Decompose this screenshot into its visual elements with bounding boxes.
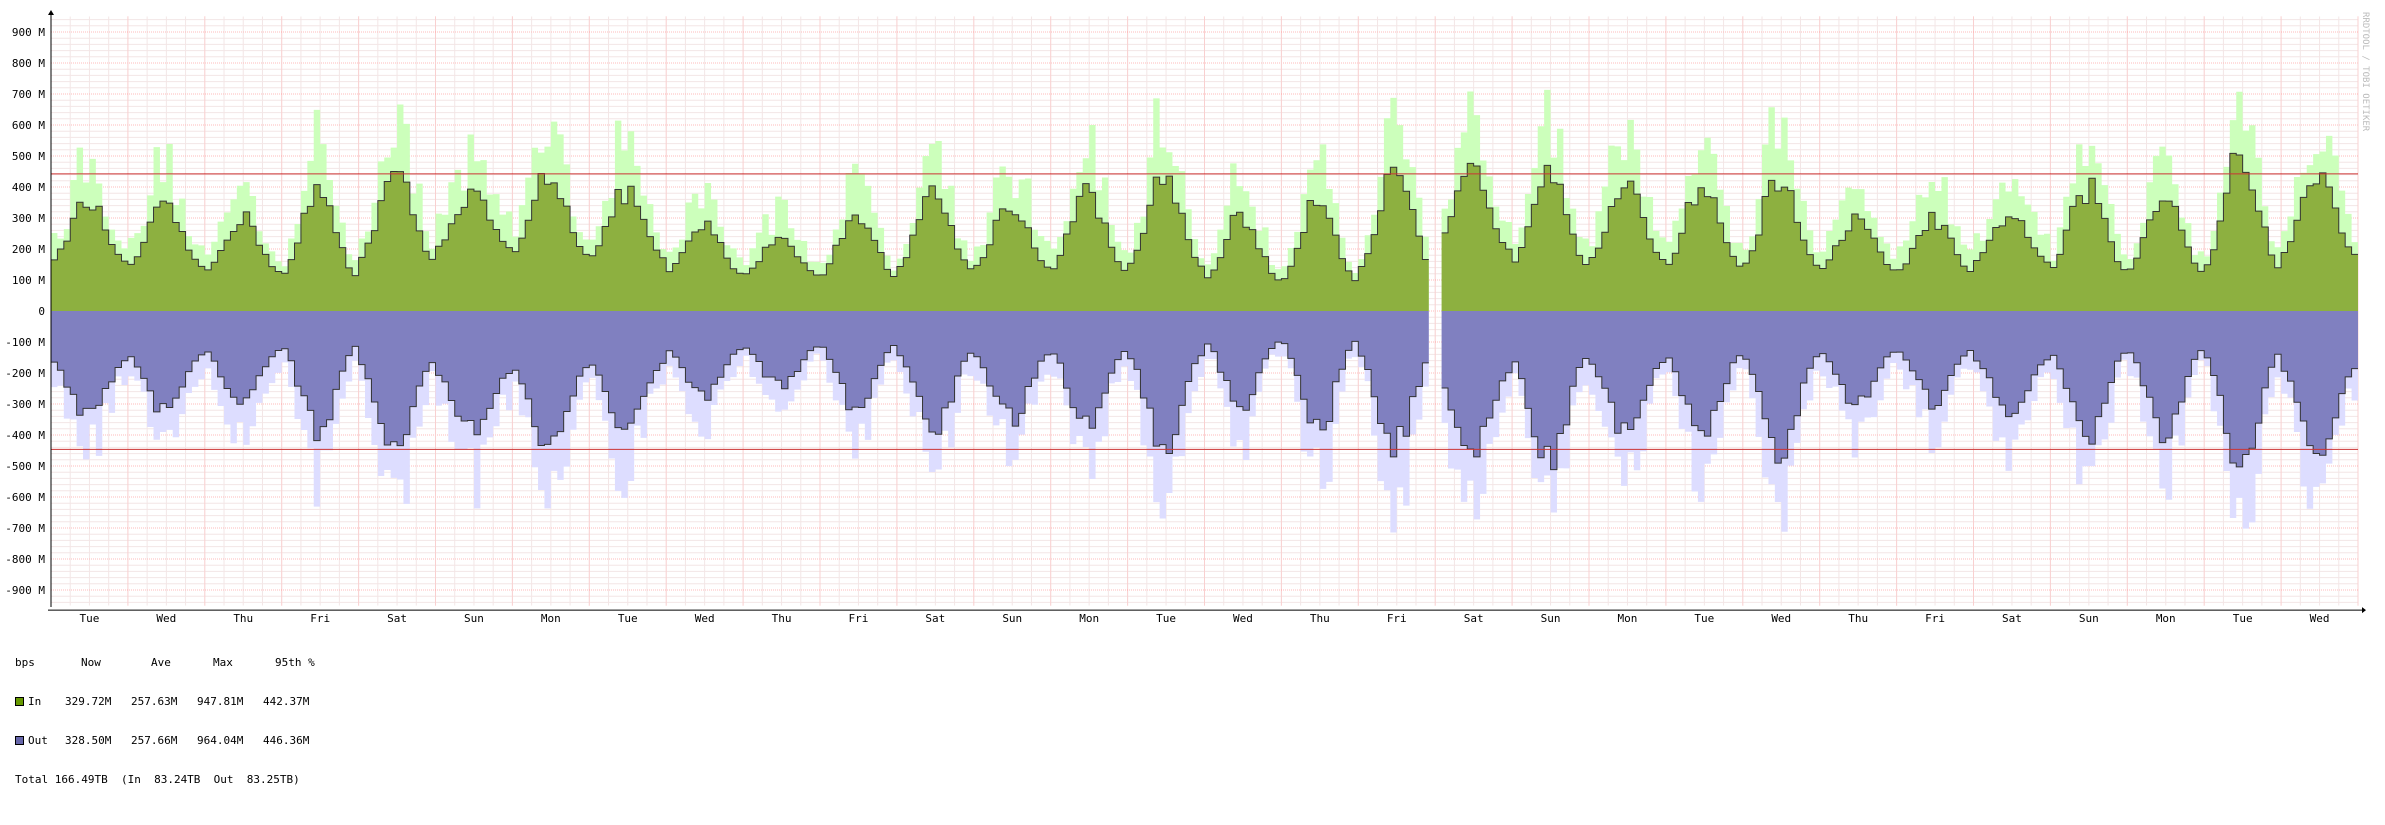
legend-row-in: In 329.72M 257.63M 947.81M 442.37M xyxy=(15,695,309,708)
x-tick-label: Mon xyxy=(1079,612,1099,625)
y-tick-label: 700 M xyxy=(12,88,45,101)
legend-out-p95: 446.36M xyxy=(263,734,310,747)
y-tick-label: -100 M xyxy=(5,336,45,349)
in-average-area xyxy=(51,167,1429,311)
legend-out-max: 964.04M xyxy=(197,734,244,747)
out-max-area xyxy=(1441,311,2358,532)
x-tick-label: Sun xyxy=(464,612,484,625)
x-tick-label: Mon xyxy=(1618,612,1638,625)
legend-unit: bps xyxy=(15,656,35,669)
legend-p95-header: 95th % xyxy=(275,656,315,669)
legend-in-label: In xyxy=(28,695,42,708)
x-tick-label: Sat xyxy=(387,612,407,625)
x-tick-label: Fri xyxy=(849,612,869,625)
x-tick-label: Tue xyxy=(2233,612,2253,625)
x-tick-label: Wed xyxy=(1771,612,1791,625)
x-tick-label: Wed xyxy=(1233,612,1253,625)
chart-axes xyxy=(48,9,2366,614)
y-tick-label: 100 M xyxy=(12,274,45,287)
in-max-area xyxy=(1441,89,2358,311)
legend-out-label: Out xyxy=(28,734,48,747)
y-tick-label: 300 M xyxy=(12,212,45,225)
x-tick-label: Wed xyxy=(2310,612,2330,625)
x-tick-label: Sun xyxy=(1002,612,1022,625)
x-tick-label: Mon xyxy=(2156,612,2176,625)
percentile-95-lines xyxy=(51,173,2358,450)
y-tick-label: -600 M xyxy=(5,491,45,504)
average-areas xyxy=(51,153,2358,470)
watermark: RRDTOOL / TOBI OETIKER xyxy=(2360,12,2370,132)
y-tick-label: -800 M xyxy=(5,553,45,566)
legend-in-p95: 442.37M xyxy=(263,695,310,708)
x-tick-label: Tue xyxy=(80,612,100,625)
traffic-chart: 900 M 800 M 700 M 600 M 500 M 400 M 300 M 200 M… xyxy=(5,9,2366,625)
x-tick-label: Thu xyxy=(1310,612,1330,625)
legend-in-now: 329.72M xyxy=(65,695,112,708)
y-tick-label: -500 M xyxy=(5,460,45,473)
y-tick-label: 200 M xyxy=(12,243,45,256)
y-tick-label: 500 M xyxy=(12,150,45,163)
x-tick-label: Fri xyxy=(1925,612,1945,625)
x-tick-label: Sat xyxy=(2002,612,2022,625)
y-tick-label: -200 M xyxy=(5,367,45,380)
x-tick-label: Fri xyxy=(1387,612,1407,625)
x-tick-label: Tue xyxy=(1694,612,1714,625)
x-tick-label: Thu xyxy=(772,612,792,625)
y-tick-label: -700 M xyxy=(5,522,45,535)
x-tick-label: Sat xyxy=(925,612,945,625)
legend-in-max: 947.81M xyxy=(197,695,244,708)
y-axis-arrow xyxy=(48,9,54,15)
legend-ave-header: Ave xyxy=(151,656,171,669)
y-tick-label: 400 M xyxy=(12,181,45,194)
y-axis-labels: 900 M 800 M 700 M 600 M 500 M 400 M 300 M 200 M… xyxy=(5,26,45,597)
legend: bps Now Ave Max 95th % In 329.72M 257.63… xyxy=(15,630,315,799)
y-tick-label: 900 M xyxy=(12,26,45,39)
in-swatch xyxy=(15,697,24,706)
x-tick-label: Mon xyxy=(541,612,561,625)
x-axis-labels: Tue Wed Thu Fri Sat Sun Mon Tue Wed Thu Fri Sat Sun M… xyxy=(80,612,2330,625)
y-tick-label: -400 M xyxy=(5,429,45,442)
x-tick-label: Thu xyxy=(233,612,253,625)
legend-row-out: Out 328.50M 257.66M 964.04M 446.36M xyxy=(15,734,309,747)
y-tick-label: 0 xyxy=(38,305,45,318)
x-tick-label: Sun xyxy=(1541,612,1561,625)
x-axis-arrow xyxy=(2362,607,2366,614)
average-lines xyxy=(51,152,2358,471)
in-average-line xyxy=(51,166,1429,282)
y-tick-label: -300 M xyxy=(5,398,45,411)
x-tick-label: Tue xyxy=(618,612,638,625)
out-average-area xyxy=(51,311,1429,457)
out-average-area xyxy=(1441,311,2358,470)
legend-now-header: Now xyxy=(81,656,101,669)
x-tick-label: Sat xyxy=(1464,612,1484,625)
y-tick-label: 600 M xyxy=(12,119,45,132)
out-average-line xyxy=(51,340,1429,458)
legend-out-ave: 257.66M xyxy=(131,734,178,747)
y-tick-label: -900 M xyxy=(5,584,45,597)
x-tick-label: Wed xyxy=(695,612,715,625)
legend-out-now: 328.50M xyxy=(65,734,112,747)
x-tick-label: Wed xyxy=(156,612,176,625)
x-tick-label: Tue xyxy=(1156,612,1176,625)
legend-in-ave: 257.63M xyxy=(131,695,178,708)
legend-total: Total 166.49TB (In 83.24TB Out 83.25TB) xyxy=(15,773,300,786)
x-tick-label: Fri xyxy=(310,612,330,625)
out-swatch xyxy=(15,736,24,745)
x-tick-label: Sun xyxy=(2079,612,2099,625)
legend-max-header: Max xyxy=(213,656,233,669)
x-tick-label: Thu xyxy=(1848,612,1868,625)
out-average-line xyxy=(1441,350,2358,471)
y-tick-label: 800 M xyxy=(12,57,45,70)
in-average-area xyxy=(1441,153,2358,311)
in-average-line xyxy=(1441,152,2358,272)
legend-header: bps Now Ave Max 95th % xyxy=(15,656,315,669)
